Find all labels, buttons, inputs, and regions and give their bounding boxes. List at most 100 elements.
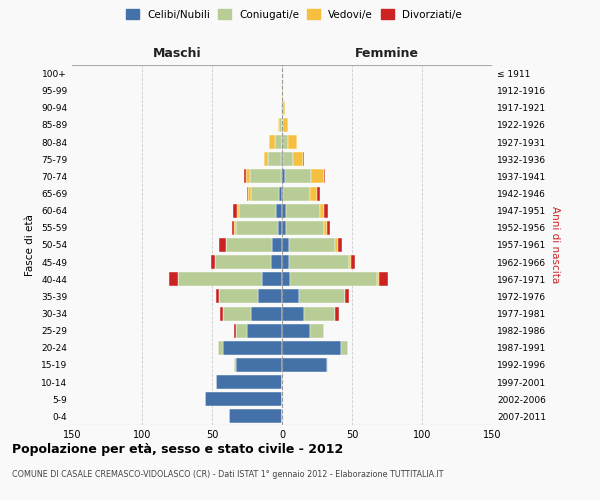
Bar xyxy=(233,204,237,218)
Bar xyxy=(278,118,279,132)
Bar xyxy=(237,204,239,218)
Bar xyxy=(282,324,310,338)
Bar xyxy=(282,152,283,166)
Bar xyxy=(264,152,268,166)
Text: Maschi: Maschi xyxy=(152,47,202,60)
Bar xyxy=(310,186,317,200)
Bar xyxy=(345,290,349,304)
Bar xyxy=(282,341,341,355)
Bar xyxy=(235,221,236,235)
Bar xyxy=(205,392,282,406)
Bar xyxy=(268,152,281,166)
Bar xyxy=(335,238,338,252)
Bar xyxy=(299,290,345,304)
Bar xyxy=(310,324,324,338)
Bar xyxy=(251,306,282,320)
Bar xyxy=(317,186,320,200)
Bar xyxy=(335,306,340,320)
Bar xyxy=(271,255,282,269)
Bar xyxy=(350,255,355,269)
Bar xyxy=(169,272,178,286)
Text: Femmine: Femmine xyxy=(355,47,419,60)
Bar xyxy=(247,186,248,200)
Bar xyxy=(283,152,293,166)
Bar xyxy=(258,290,282,304)
Bar xyxy=(236,324,247,338)
Bar xyxy=(232,221,235,235)
Text: COMUNE DI CASALE CREMASCO-VIDOLASCO (CR) - Dati ISTAT 1° gennaio 2012 - Elaboraz: COMUNE DI CASALE CREMASCO-VIDOLASCO (CR)… xyxy=(12,470,443,479)
Bar xyxy=(281,152,282,166)
Bar xyxy=(349,255,350,269)
Bar xyxy=(215,255,271,269)
Bar xyxy=(235,324,236,338)
Bar xyxy=(226,238,272,252)
Bar xyxy=(282,272,290,286)
Bar xyxy=(275,135,282,149)
Bar xyxy=(289,238,335,252)
Y-axis label: Fasce di età: Fasce di età xyxy=(25,214,35,276)
Bar xyxy=(283,118,287,132)
Bar xyxy=(304,306,335,320)
Bar xyxy=(250,170,281,183)
Bar xyxy=(281,170,282,183)
Bar xyxy=(324,204,328,218)
Bar xyxy=(277,204,282,218)
Bar xyxy=(293,152,303,166)
Bar xyxy=(282,84,283,98)
Legend: Celibi/Nubili, Coniugati/e, Vedovi/e, Divorziati/e: Celibi/Nubili, Coniugati/e, Vedovi/e, Di… xyxy=(122,5,466,24)
Bar xyxy=(178,272,262,286)
Bar xyxy=(303,152,304,166)
Bar xyxy=(327,358,328,372)
Bar xyxy=(278,221,282,235)
Bar xyxy=(220,306,223,320)
Bar xyxy=(219,290,258,304)
Bar xyxy=(247,324,282,338)
Bar xyxy=(218,341,223,355)
Bar xyxy=(229,410,282,424)
Bar xyxy=(216,375,282,389)
Bar xyxy=(282,255,289,269)
Bar xyxy=(279,186,282,200)
Bar xyxy=(251,186,279,200)
Text: Popolazione per età, sesso e stato civile - 2012: Popolazione per età, sesso e stato civil… xyxy=(12,442,343,456)
Bar xyxy=(282,204,286,218)
Bar xyxy=(327,221,329,235)
Bar xyxy=(341,341,348,355)
Bar xyxy=(289,255,349,269)
Bar xyxy=(281,101,282,115)
Bar xyxy=(282,135,287,149)
Bar xyxy=(282,290,299,304)
Bar xyxy=(285,170,311,183)
Bar xyxy=(287,135,298,149)
Bar xyxy=(244,170,245,183)
Bar xyxy=(282,170,285,183)
Bar xyxy=(290,272,377,286)
Bar xyxy=(236,358,282,372)
Bar xyxy=(324,170,325,183)
Bar xyxy=(236,221,278,235)
Bar xyxy=(219,238,226,252)
Y-axis label: Anni di nascita: Anni di nascita xyxy=(550,206,560,284)
Bar xyxy=(211,255,215,269)
Bar xyxy=(223,341,282,355)
Bar xyxy=(379,272,388,286)
Bar xyxy=(286,221,324,235)
Bar xyxy=(377,272,379,286)
Bar xyxy=(282,118,283,132)
Bar xyxy=(282,221,286,235)
Bar xyxy=(324,221,327,235)
Bar xyxy=(269,135,275,149)
Bar xyxy=(338,238,342,252)
Bar xyxy=(283,101,285,115)
Bar xyxy=(282,238,289,252)
Bar xyxy=(282,186,283,200)
Bar xyxy=(286,204,320,218)
Bar xyxy=(282,101,283,115)
Bar xyxy=(311,170,324,183)
Bar xyxy=(283,186,310,200)
Bar xyxy=(262,272,282,286)
Bar xyxy=(272,238,282,252)
Bar xyxy=(282,358,327,372)
Bar xyxy=(245,170,250,183)
Bar xyxy=(235,358,236,372)
